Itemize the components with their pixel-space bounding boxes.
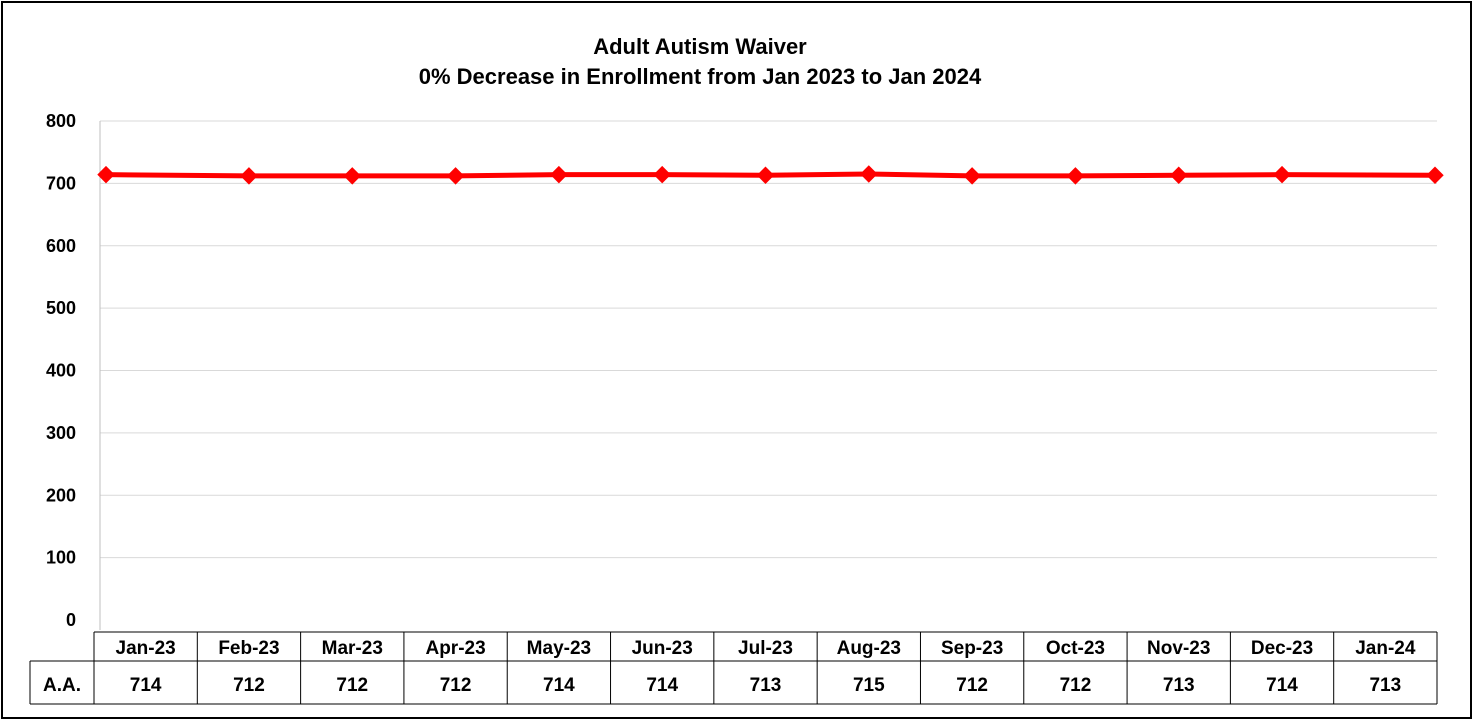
data-table-value: 714 xyxy=(646,675,678,696)
data-table-value: 712 xyxy=(336,675,368,696)
data-point-marker xyxy=(963,167,981,185)
data-table-value: 713 xyxy=(750,675,782,696)
x-tick-label: Jun-23 xyxy=(632,638,693,659)
data-table-value: 712 xyxy=(956,675,988,696)
x-tick-label: Jan-24 xyxy=(1355,638,1416,659)
data-point-marker xyxy=(1066,167,1085,185)
y-tick-label: 600 xyxy=(46,236,76,256)
legend-series-label: A.A. xyxy=(43,675,81,696)
data-table-value: 715 xyxy=(853,675,885,696)
x-tick-label: Jul-23 xyxy=(738,638,793,659)
y-tick-label: 400 xyxy=(46,361,76,381)
chart-title: Adult Autism Waiver 0% Decrease in Enrol… xyxy=(0,32,1400,92)
data-point-marker xyxy=(1273,165,1291,184)
x-tick-label: Apr-23 xyxy=(425,638,485,659)
y-tick-label: 300 xyxy=(46,423,76,443)
x-tick-label: Jan-23 xyxy=(116,638,176,659)
data-point-marker xyxy=(97,165,115,184)
x-tick-label: Mar-23 xyxy=(322,638,383,659)
y-tick-label: 700 xyxy=(46,173,76,193)
data-point-marker xyxy=(756,166,775,184)
data-point-marker xyxy=(446,167,465,185)
x-tick-label: May-23 xyxy=(527,638,591,659)
x-tick-label: Nov-23 xyxy=(1147,638,1210,659)
chart-title-line1: Adult Autism Waiver xyxy=(593,34,807,59)
data-table-value: 712 xyxy=(233,675,265,696)
x-tick-label: Aug-23 xyxy=(837,638,901,659)
data-table-value: 712 xyxy=(1060,675,1092,696)
data-point-marker xyxy=(1170,166,1188,184)
data-table-value: 714 xyxy=(543,675,575,696)
x-tick-label: Feb-23 xyxy=(218,638,279,659)
data-table-value: 714 xyxy=(1266,675,1298,696)
data-point-marker xyxy=(860,165,878,183)
y-tick-label: 500 xyxy=(46,298,76,318)
chart-title-line2: 0% Decrease in Enrollment from Jan 2023 … xyxy=(418,64,982,89)
data-table-value: 713 xyxy=(1163,675,1195,696)
y-tick-label: 0 xyxy=(66,610,76,630)
data-point-marker xyxy=(343,167,361,185)
data-table-value: 714 xyxy=(130,675,162,696)
x-tick-label: Dec-23 xyxy=(1251,638,1313,659)
x-tick-label: Oct-23 xyxy=(1046,638,1105,659)
data-table-value: 713 xyxy=(1369,675,1401,696)
data-point-marker xyxy=(550,165,568,184)
data-point-marker xyxy=(240,167,258,185)
data-table-value: 712 xyxy=(440,675,472,696)
data-point-marker xyxy=(1426,166,1444,184)
y-tick-label: 200 xyxy=(46,485,76,505)
y-tick-label: 800 xyxy=(46,111,76,131)
x-tick-label: Sep-23 xyxy=(941,638,1003,659)
y-tick-label: 100 xyxy=(46,548,76,568)
data-point-marker xyxy=(653,165,671,184)
